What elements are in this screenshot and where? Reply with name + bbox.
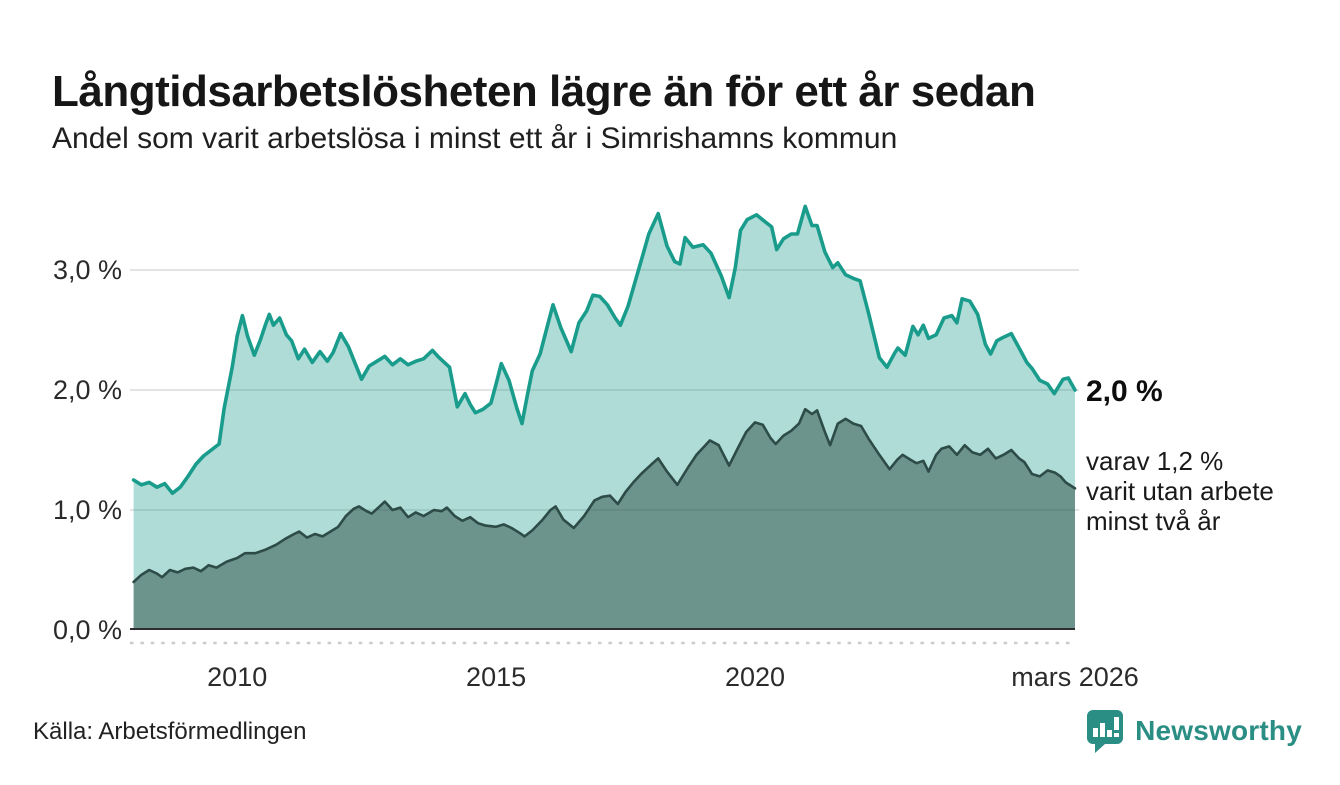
page-subtitle: Andel som varit arbetslösa i minst ett å… bbox=[52, 122, 898, 155]
y-tick-label: 1,0 % bbox=[53, 495, 122, 525]
secondary-value-note: varav 1,2 % varit utan arbete minst två … bbox=[1086, 446, 1274, 536]
newsworthy-logo-icon bbox=[1087, 710, 1124, 753]
y-tick-label: 0,0 % bbox=[53, 615, 122, 645]
series-line-0 bbox=[131, 204, 1077, 496]
x-tick-label: 2010 bbox=[207, 662, 267, 692]
latest-value-label: 2,0 % bbox=[1086, 375, 1163, 408]
series-line-1 bbox=[132, 407, 1077, 584]
note-line: varav 1,2 % bbox=[1086, 446, 1224, 476]
newsworthy-logo: Newsworthy bbox=[1084, 708, 1302, 754]
page-title: Långtidsarbetslösheten lägre än för ett … bbox=[52, 67, 1036, 117]
x-tick-label: 2015 bbox=[466, 662, 526, 692]
note-line: varit utan arbete bbox=[1086, 476, 1274, 506]
source-note: Källa: Arbetsförmedlingen bbox=[33, 718, 307, 745]
x-tick-label: 2020 bbox=[725, 662, 785, 692]
brand-name: Newsworthy bbox=[1135, 715, 1302, 746]
y-tick-label: 2,0 % bbox=[53, 375, 122, 405]
x-tick-label: mars 2026 bbox=[1011, 662, 1139, 692]
area-fill-1 bbox=[133, 409, 1076, 630]
note-line: minst två år bbox=[1086, 506, 1221, 536]
area-fill-0 bbox=[133, 206, 1076, 630]
y-tick-label: 3,0 % bbox=[53, 255, 122, 285]
